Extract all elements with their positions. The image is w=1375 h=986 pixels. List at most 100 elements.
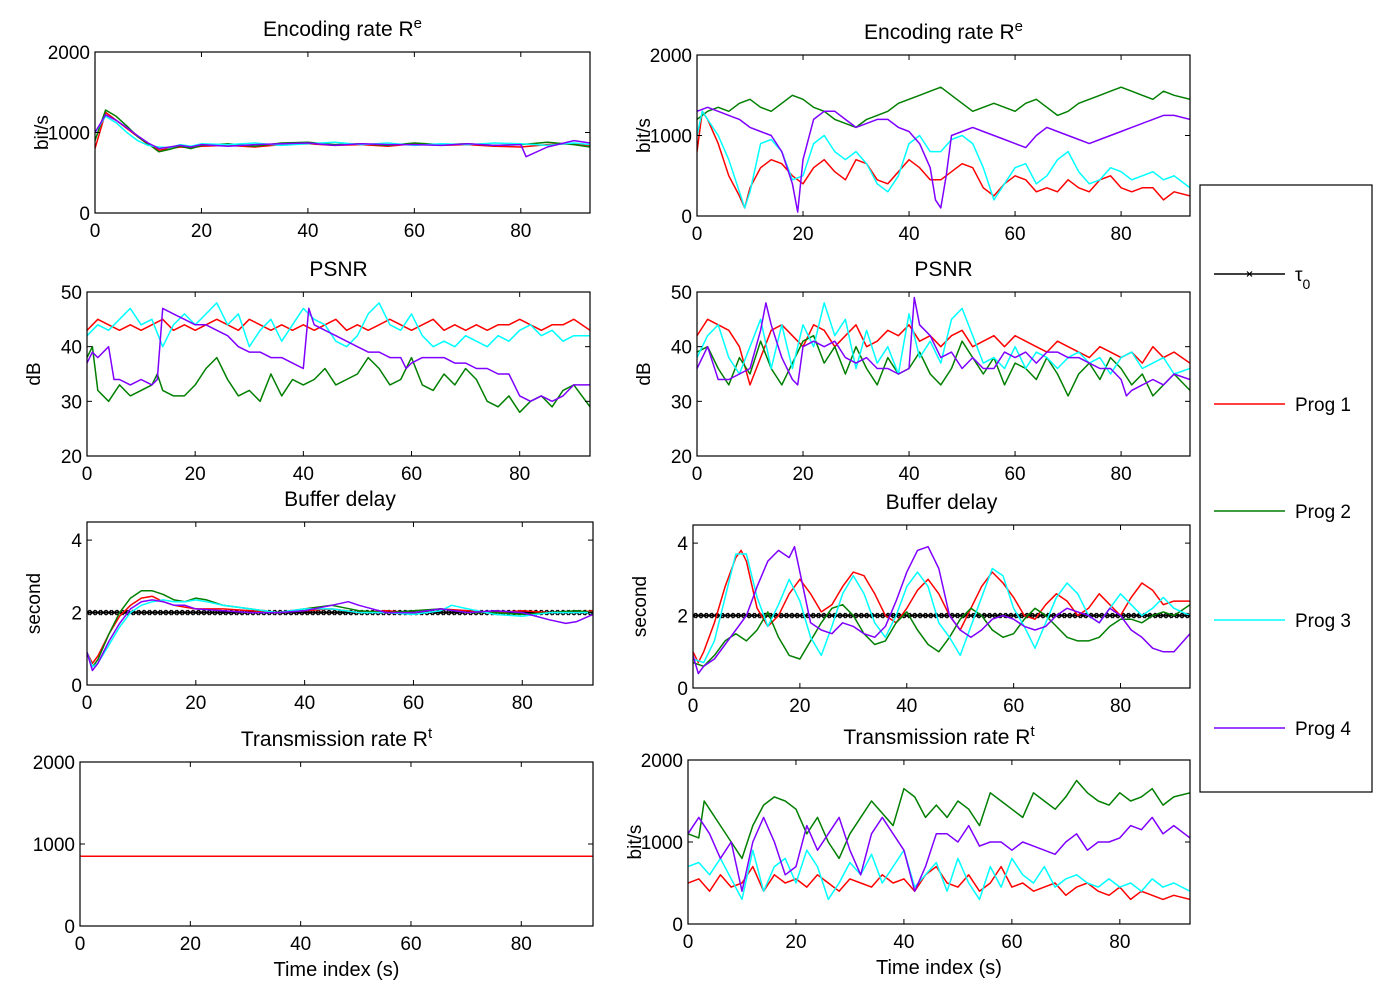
y-tick-label: 4 [71, 531, 82, 552]
y-axis-label: dB [24, 362, 45, 385]
y-tick-label: 2000 [48, 43, 90, 64]
axes-box [692, 524, 1191, 689]
x-tick-label: 0 [82, 464, 93, 485]
x-tick-label: 20 [792, 464, 813, 485]
x-tick-label: 0 [683, 932, 694, 953]
x-tick-label: 80 [511, 934, 532, 955]
y-axis-label: dB [634, 362, 655, 385]
x-tick-label: 60 [1003, 696, 1024, 717]
x-tick-label: 20 [785, 932, 806, 953]
y-tick-label: 0 [677, 679, 688, 700]
y-tick-label: 50 [61, 283, 82, 304]
y-tick-label: 20 [671, 447, 692, 468]
chart-enc-right: 0 20 40 60 80 0 1000 2000 Encoding rate Re bit/s [634, 18, 1191, 245]
series-line-prog2 [697, 334, 1190, 397]
chart-title: Buffer delay [886, 491, 998, 514]
y-axis-label: bit/s [634, 118, 655, 153]
chart-title-sup: t [428, 725, 433, 742]
y-tick-label: 0 [71, 676, 82, 697]
y-tick-label: 0 [681, 207, 692, 228]
x-tick-label: 40 [294, 693, 315, 714]
x-tick-label: 0 [75, 934, 86, 955]
x-tick-label: 60 [404, 221, 425, 242]
legend-item: Prog 4 [1214, 719, 1351, 740]
x-tick-label: 0 [692, 224, 703, 245]
series-line-prog3 [688, 849, 1190, 901]
series-line-prog4 [693, 545, 1190, 675]
x-tick-label: 40 [293, 464, 314, 485]
x-tick-label: 80 [1111, 464, 1132, 485]
x-tick-label: 40 [898, 224, 919, 245]
chart-buf-left: 0 20 40 60 80 0 2 4 Buffer delay second [24, 488, 594, 714]
y-tick-label: 40 [61, 338, 82, 359]
chart-title: Transmission rate Rt [843, 723, 1035, 750]
x-tick-label: 40 [896, 696, 917, 717]
chart-tr-left: 0 20 40 60 80 0 1000 2000 Transmission rate Rt Ti… [33, 725, 594, 981]
chart-title: Encoding rate Re [864, 18, 1023, 45]
x-tick-label: 20 [185, 464, 206, 485]
axes-box [86, 291, 591, 457]
series-line-prog3 [87, 599, 593, 668]
chart-title-sup: t [1030, 723, 1035, 740]
x-axis-label: Time index (s) [274, 959, 400, 981]
y-tick-label: 1000 [33, 835, 75, 856]
legend-label: Prog 4 [1295, 719, 1351, 740]
x-tick-label: 20 [792, 224, 813, 245]
y-tick-label: 2 [677, 607, 688, 628]
y-axis-label: bit/s [32, 115, 53, 150]
plot-area [697, 292, 1190, 456]
x-tick-label: 80 [1111, 224, 1132, 245]
series-line-prog2 [693, 603, 1190, 668]
x-tick-label: 80 [509, 464, 530, 485]
y-tick-label: 1000 [650, 127, 692, 148]
y-axis-label: second [630, 576, 651, 637]
chart-title: Buffer delay [284, 488, 396, 511]
x-tick-label: 60 [401, 464, 422, 485]
series-line-prog1 [688, 865, 1190, 901]
chart-title-sup: e [414, 15, 422, 32]
x-tick-label: 80 [1110, 696, 1131, 717]
series-line-prog3 [87, 302, 590, 348]
plot-area [95, 52, 590, 213]
x-tick-label: 0 [82, 693, 93, 714]
x-tick-label: 20 [191, 221, 212, 242]
x-tick-label: 40 [893, 932, 914, 953]
x-tick-label: 40 [898, 464, 919, 485]
x-tick-label: 60 [1004, 464, 1025, 485]
legend-label: Prog 2 [1295, 502, 1351, 523]
series-line-prog2 [688, 779, 1190, 860]
x-tick-label: 20 [180, 934, 201, 955]
axes-box [696, 291, 1191, 457]
legend-item: Prog 3 [1214, 611, 1351, 632]
y-axis-label: bit/s [625, 825, 646, 860]
plot-area [688, 760, 1190, 924]
chart-title: PSNR [914, 258, 972, 281]
x-tick-label: 40 [297, 221, 318, 242]
legend-box [1199, 184, 1373, 793]
x-tick-label: 60 [1004, 224, 1025, 245]
legend-marker-x [1246, 271, 1253, 277]
x-tick-label: 80 [1109, 932, 1130, 953]
y-tick-label: 30 [671, 392, 692, 413]
x-tick-label: 60 [403, 693, 424, 714]
plot-area [693, 525, 1190, 688]
y-tick-label: 2000 [641, 751, 683, 772]
y-tick-label: 30 [61, 392, 82, 413]
x-tick-label: 0 [692, 464, 703, 485]
y-tick-label: 20 [61, 447, 82, 468]
y-tick-label: 4 [677, 534, 688, 555]
legend-label-sub: 0 [1303, 276, 1311, 292]
x-tick-label: 80 [512, 693, 533, 714]
x-tick-label: 40 [290, 934, 311, 955]
series-line-prog4 [87, 307, 590, 403]
x-axis-label: Time index (s) [876, 957, 1002, 979]
chart-title: Encoding rate Re [263, 15, 422, 42]
legend-item: Prog 1 [1214, 395, 1351, 416]
legend-label: Prog 3 [1295, 611, 1351, 632]
chart-title: PSNR [309, 258, 367, 281]
y-tick-label: 0 [64, 917, 75, 938]
series-line-prog3 [697, 110, 1190, 209]
